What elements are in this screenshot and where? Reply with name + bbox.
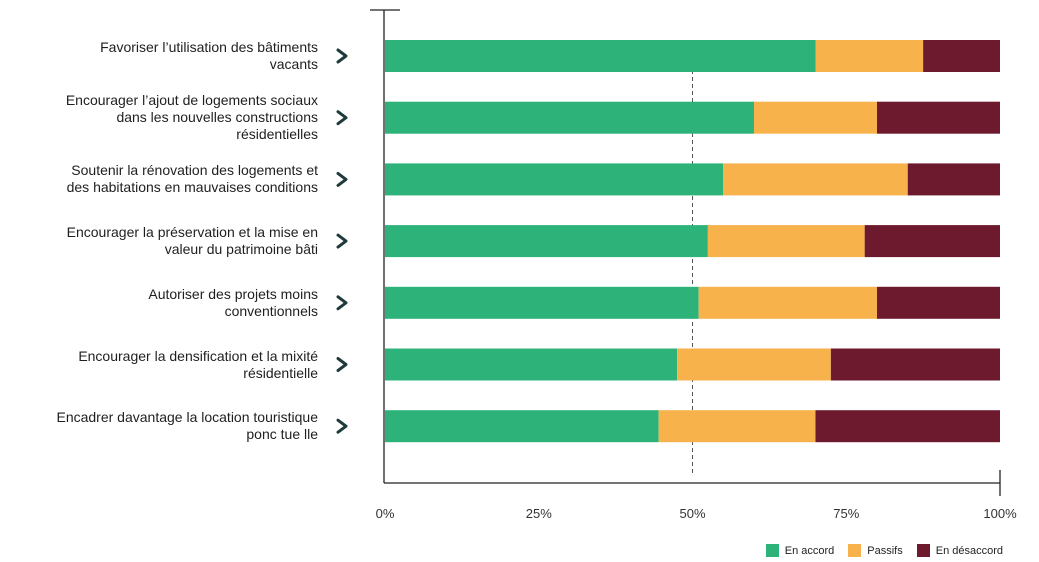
bar-segment <box>385 410 659 442</box>
x-tick-label: 0% <box>376 506 395 521</box>
bar-segment <box>385 163 723 195</box>
chevron-icon <box>338 173 346 185</box>
chevron-icon <box>338 235 346 247</box>
chevron-icon <box>338 359 346 371</box>
legend-item: En désaccord <box>917 544 1003 557</box>
bar-segment <box>677 349 831 381</box>
x-tick-label: 25% <box>526 506 552 521</box>
bar-segment <box>816 40 924 72</box>
bar-segment <box>908 163 1000 195</box>
chevron-icon <box>338 50 346 62</box>
bar-segment <box>659 410 816 442</box>
bar-segment <box>385 225 708 257</box>
category-label: Encourager l’ajout de logements sociaux d… <box>0 92 318 143</box>
bar-segment <box>754 102 877 134</box>
bar-segment <box>699 287 877 319</box>
category-label-line: dans les nouvelles constructions <box>0 109 318 126</box>
category-label-line: Soutenir la rénovation des logements et <box>0 162 318 179</box>
category-label-line: des habitations en mauvaises conditions <box>0 179 318 196</box>
chevron-icon <box>338 112 346 124</box>
x-tick-label: 75% <box>833 506 859 521</box>
bar-segment <box>385 349 677 381</box>
category-label-line: Encourager la densification et la mixité <box>0 348 318 365</box>
category-label: Soutenir la rénovation des logements et d… <box>0 162 318 196</box>
legend-item: Passifs <box>848 544 902 557</box>
category-label-line: ponc tue lle <box>0 426 318 443</box>
category-label-line: Autoriser des projets moins <box>0 286 318 303</box>
legend-label: En désaccord <box>936 545 1003 557</box>
legend: En accord Passifs En désaccord <box>766 544 1003 557</box>
chevron-icon <box>338 297 346 309</box>
category-label: Encadrer davantage la location touristiq… <box>0 409 318 443</box>
category-label-line: vacants <box>0 56 318 73</box>
category-label-line: résidentielle <box>0 365 318 382</box>
bar-segment <box>385 287 699 319</box>
chevron-icon <box>338 420 346 432</box>
category-label-line: conventionnels <box>0 303 318 320</box>
legend-swatch <box>766 544 779 557</box>
category-label-line: valeur du patrimoine bâti <box>0 241 318 258</box>
bar-segment <box>816 410 1001 442</box>
x-tick-label: 100% <box>983 506 1016 521</box>
legend-label: Passifs <box>867 545 902 557</box>
category-label-line: Encourager la préservation et la mise en <box>0 224 318 241</box>
bar-segment <box>708 225 865 257</box>
bar-segment <box>877 287 1000 319</box>
bar-segment <box>923 40 1000 72</box>
category-label-line: Favoriser l’utilisation des bâtiments <box>0 39 318 56</box>
category-label-line: Encadrer davantage la location touristiq… <box>0 409 318 426</box>
bar-segment <box>385 40 816 72</box>
bar-segment <box>865 225 1000 257</box>
legend-swatch <box>848 544 861 557</box>
category-label: Favoriser l’utilisation des bâtiments vac… <box>0 39 318 73</box>
bar-segment <box>877 102 1000 134</box>
category-label-line: Encourager l’ajout de logements sociaux <box>0 92 318 109</box>
legend-swatch <box>917 544 930 557</box>
category-label: Autoriser des projets moins conventionnel… <box>0 286 318 320</box>
bar-segment <box>831 349 1000 381</box>
x-tick-label: 50% <box>679 506 705 521</box>
bar-segment <box>723 163 908 195</box>
bar-segment <box>385 102 754 134</box>
legend-item: En accord <box>766 544 835 557</box>
category-label: Encourager la préservation et la mise en… <box>0 224 318 258</box>
category-label: Encourager la densification et la mixité… <box>0 348 318 382</box>
category-label-line: résidentielles <box>0 126 318 143</box>
legend-label: En accord <box>785 545 835 557</box>
